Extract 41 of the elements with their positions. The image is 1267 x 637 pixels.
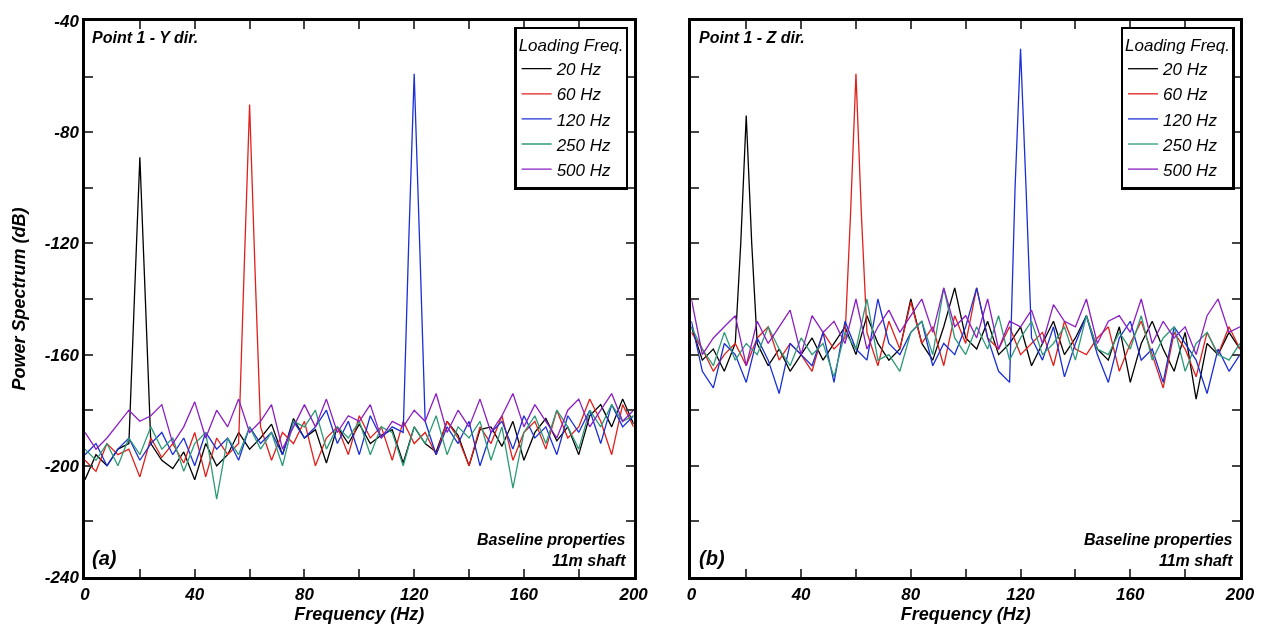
y-tick-label: -240 <box>44 567 80 587</box>
line-series <box>85 403 634 500</box>
x-tick-label: 40 <box>184 585 205 605</box>
legend-label: 120 Hz <box>556 110 611 130</box>
y-tick-label: -80 <box>54 123 80 143</box>
legend-label: 250 Hz <box>555 135 611 155</box>
x-tick-label: 0 <box>686 585 697 605</box>
annotation: (b) <box>699 547 725 569</box>
annotation: Baseline properties 11m shaft <box>477 531 627 569</box>
legend-label: 60 Hz <box>556 85 602 105</box>
legend-label: 20 Hz <box>1162 60 1208 80</box>
x-tick-label: 120 <box>399 585 429 605</box>
legend-label: 500 Hz <box>556 160 611 180</box>
annotation: Point 1 - Z dir. <box>699 29 805 46</box>
x-tick-label: 80 <box>901 585 921 605</box>
x-tick-label: 40 <box>790 585 812 605</box>
x-tick-label: 200 <box>618 585 649 605</box>
legend-title: Loading Freq. <box>1125 36 1230 56</box>
legend-label: 120 Hz <box>1163 110 1218 130</box>
x-tick-label: 200 <box>1224 585 1255 605</box>
x-axis-title: Frequency (Hz) <box>900 604 1031 625</box>
annotation: (a) <box>92 547 117 569</box>
y-axis-title: Power Spectrum (dB) <box>9 207 30 391</box>
annotation: Point 1 - Y dir. <box>92 29 199 46</box>
x-axis-title: Frequency (Hz) <box>294 604 425 625</box>
y-tick-label: -40 <box>54 11 80 31</box>
legend-label: 20 Hz <box>555 60 602 80</box>
legend-label: 60 Hz <box>1163 85 1208 105</box>
legend-label: 250 Hz <box>1162 135 1218 155</box>
x-tick-label: 120 <box>1006 585 1036 605</box>
x-tick-label: 160 <box>1116 585 1145 605</box>
legend-title: Loading Freq. <box>518 36 624 56</box>
annotation: Baseline properties 11m shaft <box>1084 531 1234 569</box>
line-series <box>85 392 634 450</box>
legend-label: 500 Hz <box>1163 160 1218 180</box>
x-tick-label: 80 <box>294 585 315 605</box>
y-tick-label: -200 <box>44 456 80 476</box>
x-tick-label: 160 <box>509 585 539 605</box>
x-tick-label: 0 <box>80 585 91 605</box>
y-tick-label: -120 <box>44 234 80 254</box>
y-tick-label: -160 <box>44 345 80 365</box>
